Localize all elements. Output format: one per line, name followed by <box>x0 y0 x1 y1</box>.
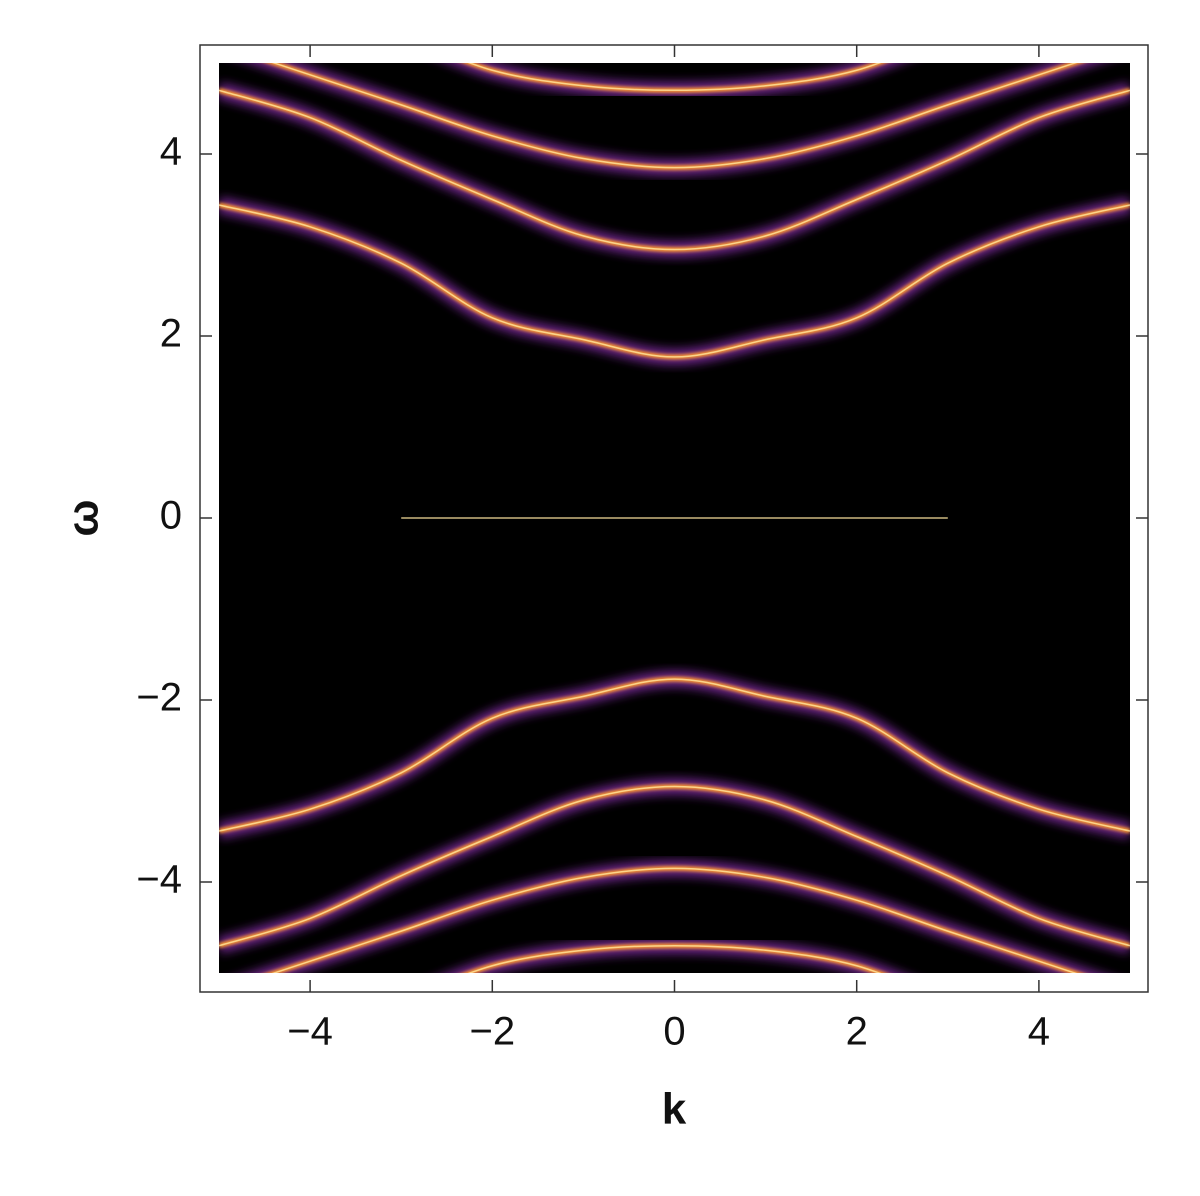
y-axis-label: ω <box>59 499 108 536</box>
x-tick-label: 2 <box>846 1010 868 1054</box>
band-core <box>219 678 1130 832</box>
band-core <box>219 204 1130 358</box>
y-tick-label: −2 <box>136 676 182 720</box>
y-tick-label: 4 <box>160 130 182 174</box>
x-axis-label: k <box>662 1085 687 1134</box>
band-core <box>219 89 1130 251</box>
x-tick-label: −2 <box>469 1010 515 1054</box>
x-tick-label: 0 <box>663 1010 685 1054</box>
band-core <box>271 63 1078 169</box>
x-tick-label: 4 <box>1028 1010 1050 1054</box>
band-core <box>467 944 882 973</box>
y-tick-label: −4 <box>136 858 182 902</box>
x-tick-label: −4 <box>287 1010 333 1054</box>
bands <box>219 63 1130 973</box>
y-tick-label: 2 <box>160 312 182 356</box>
band-core <box>271 867 1078 973</box>
band-core <box>467 63 882 92</box>
y-tick-label: 0 <box>160 494 182 538</box>
band-core <box>219 785 1130 947</box>
